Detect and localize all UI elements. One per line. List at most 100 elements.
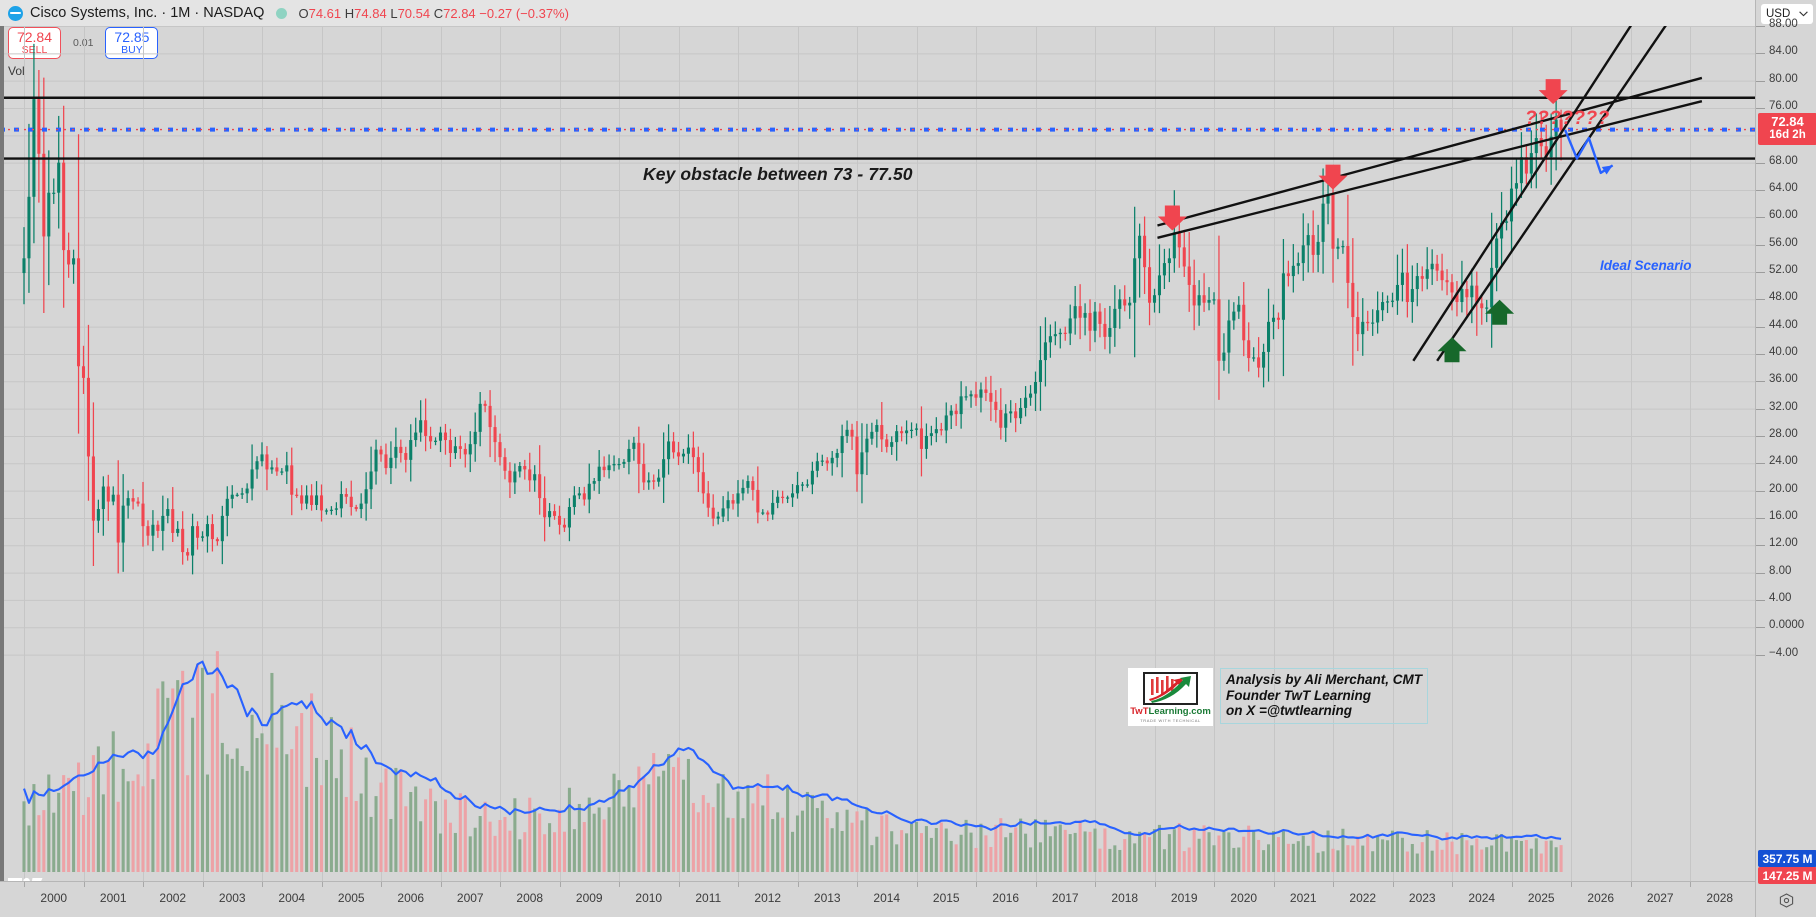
year-tick (1036, 882, 1037, 887)
year-tick (500, 882, 501, 887)
price-tick-label: 88.00 (1769, 18, 1798, 30)
year-tick-label: 2000 (40, 891, 68, 905)
year-tick-label: 2012 (754, 891, 782, 905)
year-tick-label: 2015 (932, 891, 960, 905)
cisco-logo-icon (8, 5, 23, 21)
year-tick (1333, 882, 1334, 887)
buy-label: BUY (121, 43, 143, 56)
price-tick (1756, 354, 1765, 355)
year-tick (1274, 882, 1275, 887)
year-tick-label: 2006 (397, 891, 425, 905)
chevron-down-icon (1799, 11, 1808, 17)
arrow-up-marker (1437, 337, 1467, 363)
year-tick-label: 2003 (218, 891, 246, 905)
price-tick-label: 76.00 (1769, 99, 1798, 112)
credit-line-1: Analysis by Ali Merchant, CMT (1226, 672, 1423, 687)
chart-header: Cisco Systems, Inc. · 1M · NASDAQ O74.61… (0, 0, 1816, 26)
open-value: 74.61 (308, 5, 342, 21)
year-tick-label: 2017 (1051, 891, 1079, 905)
price-tick (1756, 217, 1765, 218)
key-obstacle-annotation[interactable]: Key obstacle between 73 - 77.50 (643, 164, 913, 184)
year-tick-label: 2026 (1587, 891, 1615, 905)
price-and-volume-series (22, 43, 1563, 872)
price-tick (1756, 245, 1765, 246)
price-tick-label: −4.00 (1769, 646, 1799, 659)
question-marks-annotation[interactable]: ??????? (1525, 108, 1610, 129)
time-axis[interactable]: 2000 2001 2002 2003 2004 2005 2006 2007 2008 2009… (0, 881, 1755, 917)
price-tick (1756, 81, 1765, 82)
analyst-credit-text[interactable]: Analysis by Ali Merchant, CMT Founder Tw… (1220, 668, 1429, 724)
year-tick-label: 2014 (873, 891, 901, 905)
year-tick (857, 882, 858, 887)
year-tick-label: 2020 (1230, 891, 1258, 905)
credit-line-2: Founder TwT Learning (1226, 687, 1371, 703)
volume-legend-label[interactable]: Vol (8, 64, 25, 78)
spread-value: 0.01 (73, 37, 94, 49)
year-tick (1690, 882, 1691, 887)
year-tick (143, 882, 144, 887)
year-tick (679, 882, 680, 887)
year-tick (560, 882, 561, 887)
close-label: C (433, 5, 444, 21)
year-tick-label: 2028 (1706, 891, 1734, 905)
volume-ma-badge[interactable]: 357.75 M (1758, 850, 1816, 867)
year-tick (976, 882, 977, 887)
year-tick-label: 2024 (1468, 891, 1496, 905)
year-tick (1095, 882, 1096, 887)
currency-selector[interactable]: USD (1761, 4, 1813, 24)
year-tick-label: 2025 (1527, 891, 1555, 905)
high-label: H (344, 5, 355, 21)
arrow-up-marker (1485, 299, 1515, 325)
price-tick (1756, 573, 1765, 574)
year-tick (1155, 882, 1156, 887)
tradingview-logo-icon (8, 877, 43, 881)
current-price: 72.84 (1771, 113, 1804, 129)
arrow-down-marker (1157, 205, 1187, 231)
ohlc-values: O74.61 H74.84 L70.54 C72.84 −0.27 (−0.37… (298, 6, 568, 21)
year-tick-label: 2016 (992, 891, 1020, 905)
price-tick-label: 4.00 (1769, 591, 1792, 604)
price-tick (1756, 491, 1765, 492)
price-axis[interactable]: USD 72.84 16d 2h 357.75 M 147.25 M 88.00… (1755, 0, 1816, 917)
year-tick-label: 2007 (456, 891, 484, 905)
buy-price: 72.85 (114, 29, 150, 46)
logo-tagline: TRADE WITH TECHNICAL (1140, 717, 1201, 723)
year-tick (619, 882, 620, 887)
analyst-watermark: TwTLearning.com TRADE WITH TECHNICAL Ana… (1128, 668, 1429, 726)
price-tick-label: 16.00 (1769, 509, 1798, 522)
price-tick (1756, 26, 1765, 27)
price-tick-label: 32.00 (1769, 400, 1798, 413)
year-tick (1571, 882, 1572, 887)
year-tick (322, 882, 323, 887)
open-label: O (298, 5, 309, 21)
price-tick (1756, 463, 1765, 464)
year-tick-label: 2002 (159, 891, 187, 905)
year-tick-label: 2022 (1349, 891, 1377, 905)
price-tick-label: 48.00 (1769, 291, 1798, 304)
symbol-title[interactable]: Cisco Systems, Inc. · 1M · NASDAQ (30, 5, 265, 21)
change-value: −0.27 (479, 5, 513, 21)
year-tick (203, 882, 204, 887)
year-tick-label: 2019 (1170, 891, 1198, 905)
price-tick-label: 84.00 (1769, 45, 1798, 58)
chart-pane[interactable]: Vol (0, 26, 1755, 881)
high-value: 74.84 (354, 5, 387, 21)
ideal-scenario-label[interactable]: Ideal Scenario (1600, 258, 1692, 273)
year-tick-label: 2001 (99, 891, 127, 905)
sell-price: 72.84 (16, 29, 53, 46)
price-tick (1756, 518, 1765, 519)
year-tick-label: 2008 (516, 891, 544, 905)
chart-settings-icon[interactable] (1778, 893, 1795, 908)
year-tick (441, 882, 442, 887)
price-tick (1756, 163, 1765, 164)
year-tick-label: 2018 (1111, 891, 1139, 905)
price-tick-label: 64.00 (1769, 181, 1798, 194)
logo-text-b: Learning.com (1148, 706, 1211, 718)
current-price-badge[interactable]: 72.84 16d 2h (1758, 112, 1816, 145)
price-tick (1756, 409, 1765, 410)
volume-current-badge[interactable]: 147.25 M (1758, 867, 1816, 884)
logo-text-a: TwT (1130, 706, 1149, 718)
price-tick (1756, 53, 1765, 54)
price-tick-label: 52.00 (1769, 263, 1798, 276)
year-tick-label: 2009 (575, 891, 603, 905)
